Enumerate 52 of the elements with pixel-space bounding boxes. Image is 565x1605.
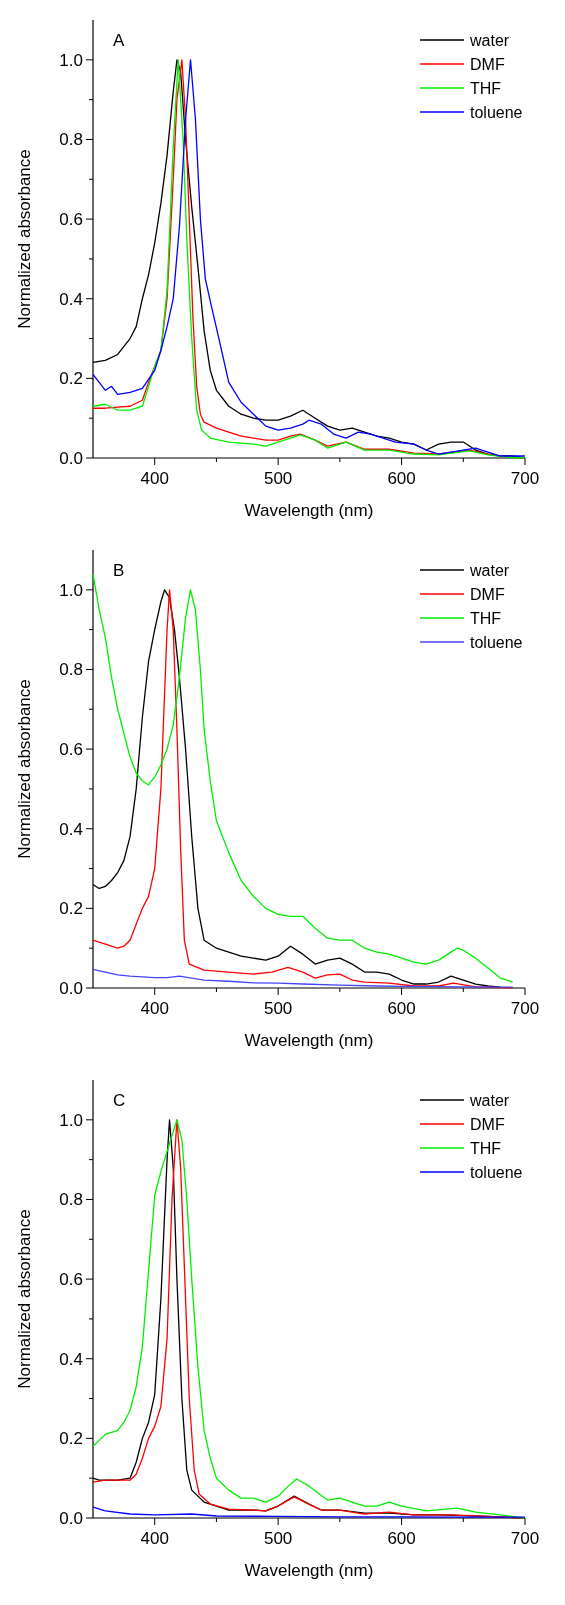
y-tick-label: 0.8 (59, 130, 83, 150)
x-tick-label: 600 (387, 469, 416, 488)
y-tick-label: 1.0 (59, 50, 83, 70)
y-axis-title: Normalized absorbance (15, 679, 34, 859)
legend-label: water (469, 562, 510, 579)
x-tick-label: 700 (510, 1529, 540, 1548)
x-axis-title: Wavelength (nm) (244, 1561, 374, 1580)
legend-label: water (469, 32, 510, 49)
legend-label: DMF (470, 56, 505, 73)
x-tick-label: 700 (510, 999, 540, 1018)
x-axis-title: Wavelength (nm) (244, 501, 374, 520)
y-tick-label: 0.2 (59, 369, 83, 389)
legend-label: DMF (470, 1116, 505, 1133)
y-tick-label: 0.8 (59, 660, 83, 680)
x-tick-label: 500 (263, 469, 293, 488)
line-series (92, 968, 514, 988)
legend-label: THF (470, 80, 502, 97)
y-tick-label: 0.6 (59, 740, 83, 760)
x-axis-title: Wavelength (nm) (244, 1031, 374, 1050)
x-tick-label: 700 (510, 469, 540, 488)
y-tick-label: 0.4 (59, 289, 83, 309)
x-tick-label: 500 (263, 1529, 293, 1548)
legend-label: DMF (470, 586, 505, 603)
text: C (113, 1091, 126, 1110)
y-tick-label: 1.0 (59, 580, 83, 600)
text: B (113, 561, 125, 580)
x-tick-label: 400 (140, 999, 169, 1018)
x-tick-label: 500 (263, 999, 293, 1018)
y-tick-label: 0.2 (59, 899, 83, 919)
y-tick-label: 0.4 (59, 1349, 83, 1369)
legend-label: toluene (470, 104, 523, 121)
y-tick-label: 0.4 (59, 819, 83, 839)
y-axis-title: Normalized absorbance (15, 149, 34, 329)
legend-label: toluene (470, 1164, 523, 1181)
y-tick-label: 0.0 (59, 1508, 83, 1528)
x-tick-label: 400 (140, 469, 169, 488)
legend-label: THF (470, 1140, 502, 1157)
y-tick-label: 0.0 (59, 978, 83, 998)
y-tick-label: 1.0 (59, 1110, 83, 1130)
y-tick-label: 0.0 (59, 448, 83, 468)
legend-label: THF (470, 610, 502, 627)
y-tick-label: 0.6 (59, 210, 83, 230)
y-tick-label: 0.8 (59, 1190, 83, 1210)
x-tick-label: 600 (387, 999, 416, 1018)
legend-label: toluene (470, 634, 523, 651)
y-tick-label: 0.6 (59, 1270, 83, 1290)
x-tick-label: 400 (140, 1529, 169, 1548)
legend-label: water (469, 1092, 510, 1109)
y-tick-label: 0.2 (59, 1429, 83, 1449)
text: A (113, 31, 125, 50)
x-tick-label: 600 (387, 1529, 416, 1548)
y-axis-title: Normalized absorbance (15, 1209, 34, 1389)
